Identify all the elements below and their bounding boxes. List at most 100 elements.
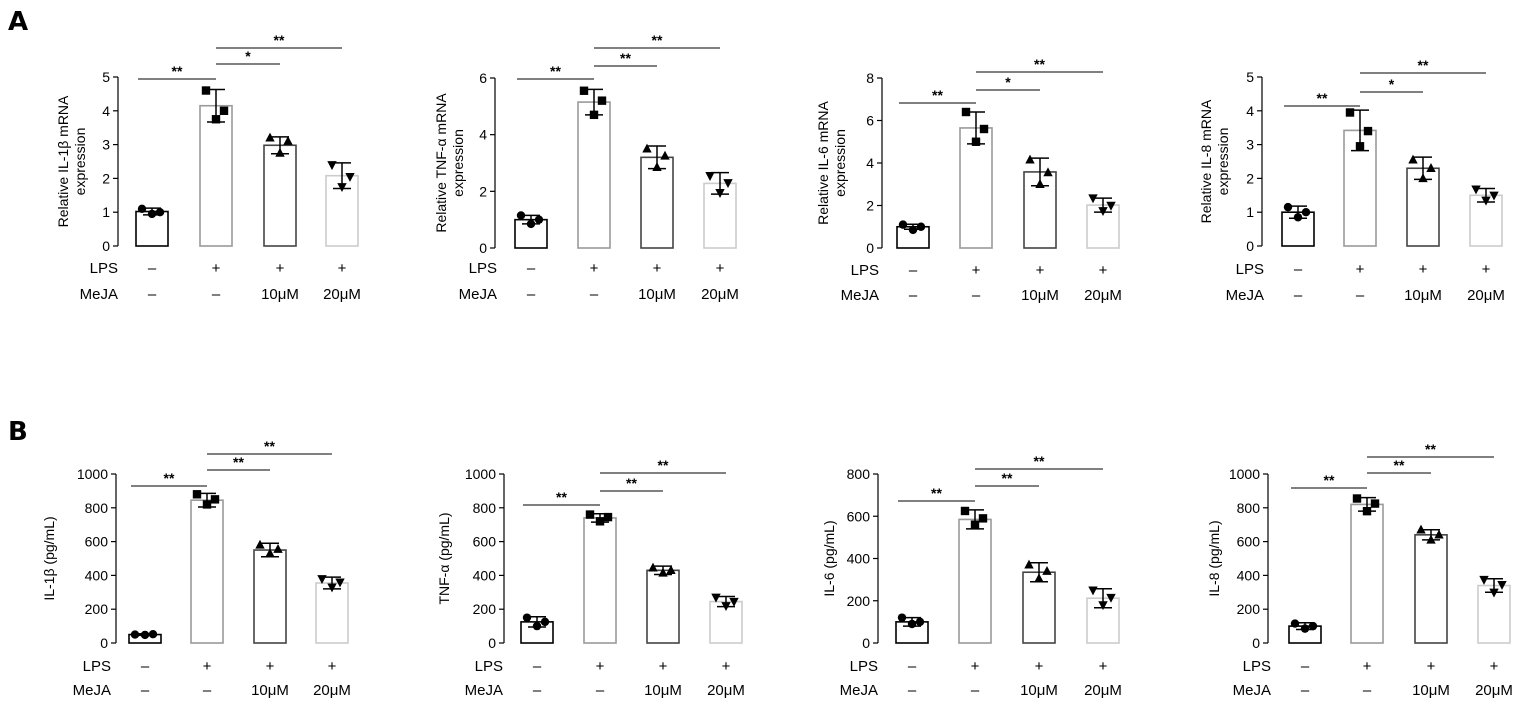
data-point (1489, 191, 1499, 201)
data-point (201, 86, 211, 95)
condition-value: – (1356, 287, 1365, 304)
y-tick-label: 400 (847, 551, 871, 567)
data-point (960, 506, 970, 516)
condition-value: – (909, 262, 918, 279)
data-point (317, 575, 327, 584)
condition-value: – (1294, 261, 1303, 278)
bar (640, 156, 674, 249)
data-point (589, 110, 599, 120)
y-axis-label: IL-1β (pg/mL) (41, 516, 57, 600)
y-tick-label: 0 (1252, 635, 1260, 651)
significance-label: ** (1034, 453, 1045, 469)
condition-value: – (1301, 658, 1310, 675)
condition-label: MeJA (465, 682, 503, 699)
significance-label: ** (1317, 90, 1328, 106)
condition-value: + (1427, 658, 1436, 675)
y-tick-label: 1 (1246, 204, 1254, 220)
condition-label: LPS (469, 260, 497, 277)
y-tick-label: 2 (479, 183, 487, 199)
chart-8: 0 200 400 600 800 1000 IL-8 (pg/mL) ** ** ** LPS – +… (1206, 441, 1513, 699)
significance-label: ** (931, 485, 942, 501)
condition-value: – (909, 287, 918, 304)
condition-value: – (908, 682, 917, 699)
condition-value: + (328, 658, 337, 675)
data-point (1352, 494, 1362, 503)
y-tick-label: 600 (85, 534, 109, 550)
condition-value: + (596, 658, 605, 675)
chart-7: 0 200 400 600 800 IL-6 (pg/mL) ** ** ** LPS – + + + Me… (821, 453, 1122, 699)
y-tick-label: 200 (473, 601, 497, 617)
data-point (1098, 601, 1108, 611)
y-tick-label: 4 (866, 155, 874, 171)
y-axis-label: Relative IL-1β mRNAexpression (55, 95, 88, 227)
bar (577, 101, 611, 249)
data-point (898, 220, 908, 229)
data-point (1345, 108, 1355, 117)
data-point (1362, 506, 1372, 516)
condition-value: + (971, 658, 980, 675)
bar (199, 104, 233, 247)
y-tick-label: 2 (866, 198, 874, 214)
condition-value: + (1036, 262, 1045, 279)
data-point (265, 132, 275, 142)
condition-label: MeJA (80, 286, 118, 303)
chart-6: 0 200 400 600 800 1000 TNF-α (pg/mL) ** ** ** LPS –… (436, 457, 745, 699)
data-point (1293, 213, 1303, 222)
data-point (1106, 201, 1116, 211)
condition-value: 20μM (701, 286, 739, 303)
data-point (711, 593, 721, 603)
bar (190, 499, 224, 644)
y-axis-label-line: TNF-α (pg/mL) (436, 512, 452, 604)
bar (958, 518, 992, 644)
condition-value: 10μM (1412, 682, 1450, 699)
condition-value: + (1099, 262, 1108, 279)
significance-label: ** (1425, 441, 1436, 457)
panel-label-b: B (8, 417, 28, 447)
data-point (327, 161, 337, 171)
y-axis-label: Relative TNF-α mRNAexpression (433, 93, 466, 233)
condition-value: 10μM (1404, 287, 1442, 304)
data-point (916, 222, 926, 231)
significance-label: ** (556, 489, 567, 505)
y-axis-label: Relative IL-8 mRNAexpression (1198, 99, 1231, 223)
condition-value: – (141, 658, 150, 675)
y-tick-label: 2 (102, 170, 110, 186)
condition-value: – (971, 682, 980, 699)
y-tick-label: 0 (479, 240, 487, 256)
significance-label: * (1389, 76, 1395, 92)
y-tick-label: 0 (866, 240, 874, 256)
y-tick-label: 1000 (465, 466, 496, 482)
condition-value: – (533, 682, 542, 699)
condition-label: MeJA (73, 682, 111, 699)
y-tick-label: 600 (473, 534, 497, 550)
y-tick-label: 200 (847, 593, 871, 609)
condition-value: + (1482, 261, 1491, 278)
data-point (971, 137, 981, 146)
data-point (970, 520, 980, 529)
condition-value: 20μM (323, 286, 361, 303)
condition-value: + (1099, 658, 1108, 675)
significance-label: ** (626, 475, 637, 491)
data-point (915, 617, 925, 627)
condition-value: 20μM (313, 682, 351, 699)
condition-value: – (533, 658, 542, 675)
y-axis-label: TNF-α (pg/mL) (436, 512, 452, 604)
y-tick-label: 5 (102, 69, 110, 85)
significance-label: ** (164, 470, 175, 486)
data-point (908, 225, 918, 235)
condition-value: – (908, 658, 917, 675)
data-point (1043, 167, 1053, 177)
significance-label: ** (652, 32, 663, 48)
condition-value: + (659, 658, 668, 675)
significance-label: * (245, 48, 251, 64)
data-point (275, 147, 285, 157)
data-point (211, 115, 221, 124)
data-point (283, 136, 293, 145)
condition-value: 20μM (1475, 682, 1513, 699)
condition-value: – (1363, 682, 1372, 699)
bar (253, 549, 287, 644)
data-point (1308, 621, 1318, 631)
